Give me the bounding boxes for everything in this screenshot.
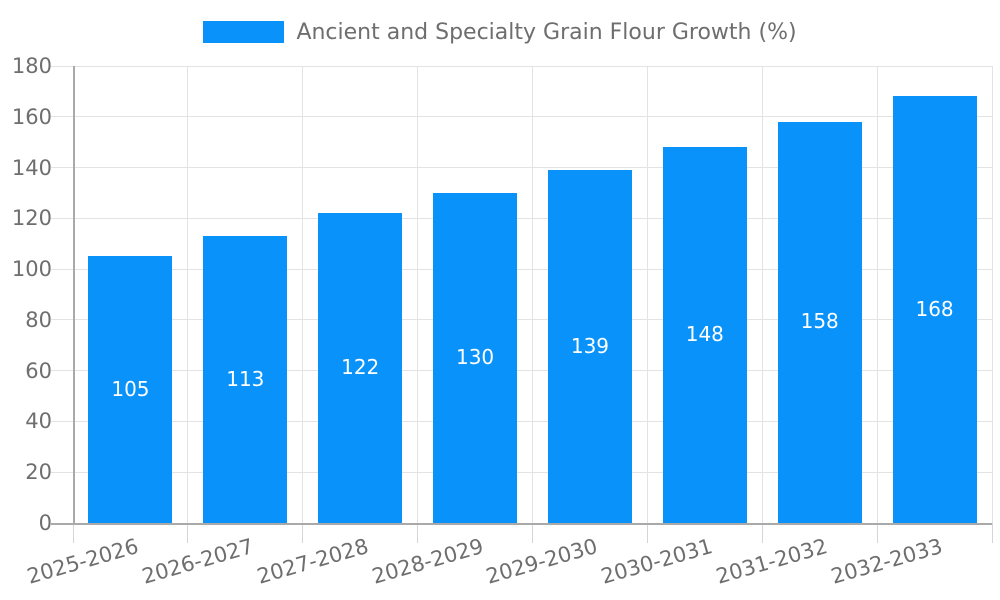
x-tick-mark [646, 523, 648, 543]
y-axis-line [73, 66, 75, 525]
x-gridline [876, 66, 878, 523]
x-tick-label: 2026-2027 [139, 534, 256, 589]
x-tick-label: 2028-2029 [369, 534, 486, 589]
x-tick-label: 2031-2032 [713, 534, 831, 589]
y-tick-label: 120 [11, 206, 52, 231]
y-tick-mark [51, 420, 73, 422]
y-tick-mark [51, 167, 73, 169]
y-tick-label: 80 [25, 307, 52, 332]
bar: 148 [662, 147, 747, 523]
chart-legend: Ancient and Specialty Grain Flour Growth… [0, 19, 1000, 45]
x-gridline [991, 66, 993, 523]
x-tick-mark [991, 523, 993, 543]
x-tick-label: 2030-2031 [598, 534, 716, 589]
x-tick-label: 2025-2026 [24, 534, 142, 589]
x-tick-mark [876, 523, 878, 543]
y-tick-label: 180 [11, 54, 52, 78]
bar-value-label: 158 [800, 309, 839, 334]
x-gridline [761, 66, 763, 523]
bar: 113 [203, 236, 288, 523]
x-gridline [302, 66, 304, 523]
bar-value-label: 148 [685, 322, 724, 347]
bar-value-label: 168 [915, 296, 954, 321]
x-gridline [532, 66, 533, 523]
bar-value-label: 139 [570, 333, 610, 358]
x-tick-label: 2027-2028 [254, 534, 371, 589]
y-tick-label: 100 [11, 257, 52, 282]
y-tick-mark [51, 268, 73, 270]
y-tick-label: 40 [25, 409, 52, 434]
y-tick-mark [51, 319, 73, 321]
legend-swatch [203, 21, 285, 43]
y-tick-mark [51, 471, 73, 473]
bar: 122 [318, 213, 403, 523]
y-tick-mark [51, 116, 73, 118]
bar: 130 [433, 192, 518, 523]
y-tick-mark [51, 370, 73, 372]
x-tick-mark [187, 523, 189, 543]
bar: 168 [892, 96, 977, 523]
x-tick-mark [761, 523, 763, 543]
x-tick-label: 2029-2030 [483, 534, 601, 589]
y-tick-label: 20 [25, 460, 52, 485]
x-gridline [187, 66, 189, 523]
x-axis-line [51, 523, 992, 525]
y-tick-mark [51, 65, 73, 67]
chart-title: Ancient and Specialty Grain Flour Growth… [296, 19, 797, 45]
bar-value-label: 105 [111, 376, 150, 401]
x-gridline [417, 66, 419, 523]
bar-value-label: 130 [455, 344, 495, 369]
x-tick-mark [417, 523, 419, 543]
y-tick-label: 0 [38, 511, 52, 535]
y-tick-label: 60 [25, 358, 52, 383]
y-tick-mark [51, 217, 73, 219]
plot-area: 0 20 40 60 80 100 120 140 160 180 105 113 122 130 139 1… [12, 54, 993, 543]
x-tick-mark [72, 523, 74, 543]
bar: 105 [88, 256, 173, 523]
x-tick-mark [532, 523, 533, 543]
x-tick-mark [302, 523, 304, 543]
y-tick-label: 140 [11, 155, 52, 180]
x-gridline [646, 66, 648, 523]
bar-value-label: 113 [226, 366, 265, 391]
bar-value-label: 122 [341, 355, 380, 380]
y-tick-label: 160 [11, 104, 52, 129]
bar: 158 [777, 121, 862, 523]
bar: 139 [547, 170, 632, 523]
x-tick-label: 2032-2033 [828, 534, 946, 589]
